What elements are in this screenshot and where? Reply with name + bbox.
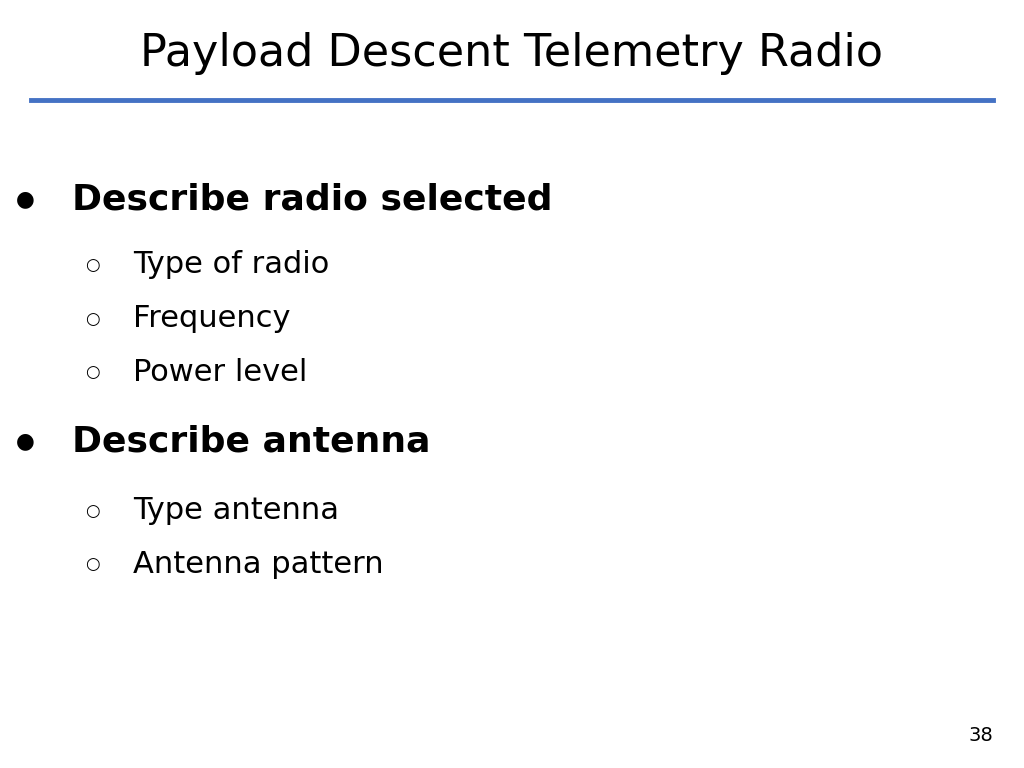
Text: ●: ● bbox=[16, 432, 35, 452]
Text: ○: ○ bbox=[85, 502, 99, 520]
Text: ○: ○ bbox=[85, 310, 99, 328]
Text: Frequency: Frequency bbox=[133, 304, 291, 333]
Text: Describe antenna: Describe antenna bbox=[72, 425, 430, 458]
Text: Power level: Power level bbox=[133, 358, 307, 387]
Text: Antenna pattern: Antenna pattern bbox=[133, 550, 384, 579]
Text: Type of radio: Type of radio bbox=[133, 250, 330, 280]
Text: Payload Descent Telemetry Radio: Payload Descent Telemetry Radio bbox=[140, 32, 884, 75]
Text: ○: ○ bbox=[85, 256, 99, 274]
Text: Type antenna: Type antenna bbox=[133, 496, 339, 525]
Text: Describe radio selected: Describe radio selected bbox=[72, 183, 552, 217]
Text: ●: ● bbox=[16, 190, 35, 210]
Text: ○: ○ bbox=[85, 555, 99, 574]
Text: 38: 38 bbox=[969, 726, 993, 745]
Text: ○: ○ bbox=[85, 363, 99, 382]
